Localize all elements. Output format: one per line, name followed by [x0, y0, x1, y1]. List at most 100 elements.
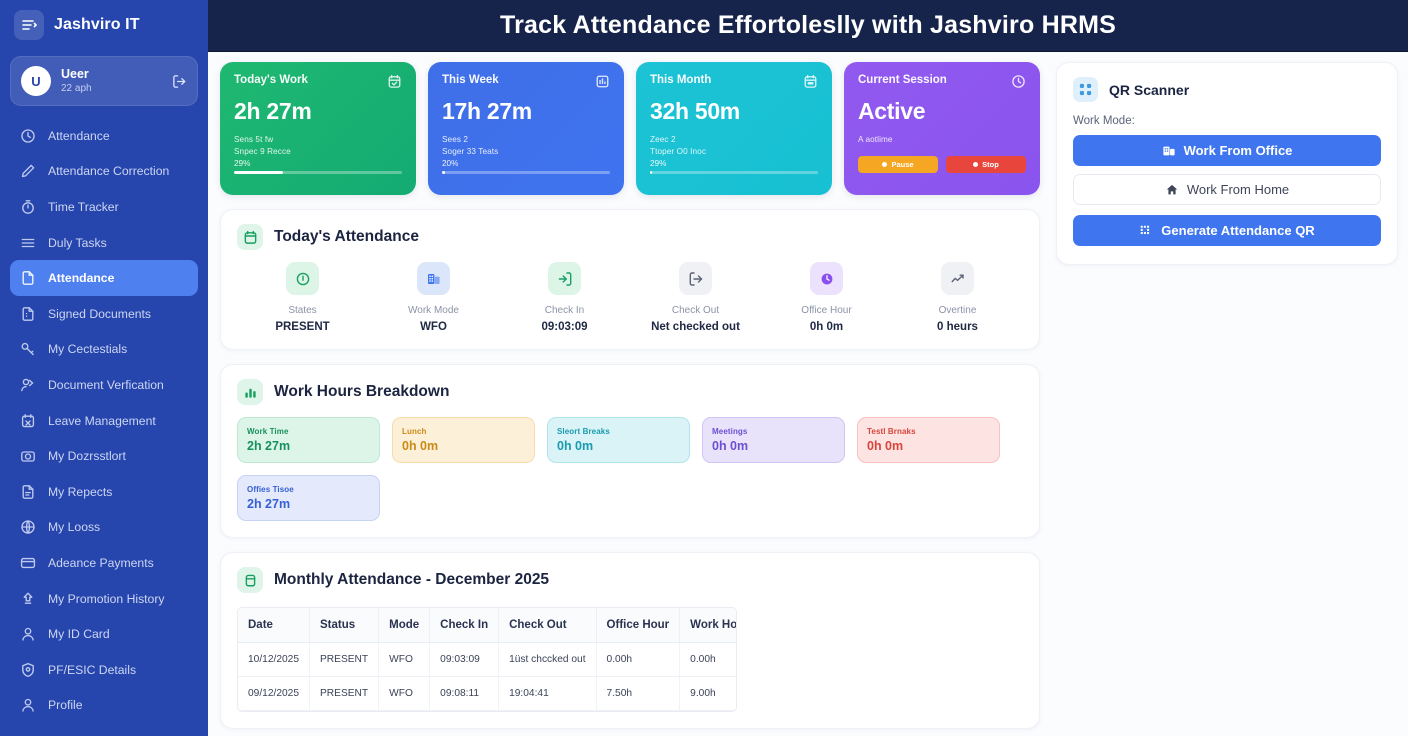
- status-dot-icon: [882, 161, 888, 167]
- sidebar-item-label: My Promotion History: [48, 591, 165, 606]
- sidebar-item-adeance-payments[interactable]: Adeance Payments: [10, 545, 198, 581]
- sidebar-item-label: Profile: [48, 698, 83, 713]
- work-hours-card-work-time: Work Time 2h 27m: [237, 417, 380, 463]
- stat-label: Today's Work: [234, 74, 308, 86]
- stat-card-this-week: This Week 17h 27m Sees 2 Soger 33 Teats 20%: [428, 62, 624, 195]
- login-icon: [548, 262, 581, 295]
- work-hours-value: 0h 0m: [867, 439, 904, 453]
- clock-icon: [1011, 74, 1026, 89]
- logout-icon: [679, 262, 712, 295]
- work-hours-panel: Work Hours Breakdown Work Time 2h 27m Lunc…: [220, 364, 1040, 538]
- sidebar-item-duly-tasks[interactable]: Duly Tasks: [10, 225, 198, 261]
- sidebar-header: Jashviro IT: [0, 0, 208, 48]
- work-hours-value: 2h 27m: [247, 439, 291, 453]
- sidebar-item-label: Activity Debuin: [48, 734, 129, 736]
- page-title: Track Attendance Effortoleslly with Jash…: [500, 11, 1116, 39]
- work-hours-value: 0h 0m: [402, 439, 439, 453]
- main-area: Track Attendance Effortoleslly with Jash…: [208, 0, 1408, 736]
- status-dot-icon: [973, 161, 979, 167]
- signed-doc-icon: [20, 306, 36, 322]
- sidebar-item-label: Time Tracker: [48, 199, 119, 214]
- column-header: Date: [238, 608, 310, 643]
- stat-subtext: Zeec 2 Ttoper O0 Inoc: [650, 134, 818, 157]
- table-cell: 10/12/2025: [238, 642, 310, 677]
- sidebar-item-leave-management[interactable]: Leave Management: [10, 403, 198, 439]
- sidebar-item-my-cectestials[interactable]: My Cectestials: [10, 332, 198, 368]
- panel-header: Today's Attendance: [237, 224, 1023, 250]
- attendance-table: Date Status Mode Check In Check Out Office Ho…: [238, 608, 736, 711]
- sidebar-item-pf-esic-details[interactable]: PF/ESIC Details: [10, 652, 198, 688]
- sidebar-item-activity-debuin[interactable]: Activity Debuin: [10, 723, 198, 736]
- sidebar-item-label: Leave Management: [48, 413, 156, 428]
- menu-icon[interactable]: [14, 10, 44, 40]
- sidebar-item-attendance[interactable]: Attendance: [10, 260, 198, 296]
- attendance-cell-check-out: Check Out Net checked out: [630, 262, 761, 333]
- sidebar-item-attendance-correction[interactable]: Attendance Correction: [10, 154, 198, 190]
- table-cell: 0.00h: [596, 642, 681, 677]
- panel-title: Today's Attendance: [274, 228, 419, 245]
- table-row: 09/12/2025 PRESENT WFO 09:08:11 19:04:41 7.50…: [238, 676, 736, 711]
- sidebar-item-label: Attendance: [48, 128, 110, 143]
- qr-title: QR Scanner: [1109, 81, 1190, 98]
- sidebar-item-my-dozrsstlort[interactable]: My Dozrsstlort: [10, 438, 198, 474]
- table-cell: 0.00h: [679, 642, 736, 677]
- calendar-icon: [237, 567, 263, 593]
- panel-header: Monthly Attendance - December 2025: [237, 567, 1023, 593]
- work-from-home-button[interactable]: Work From Home: [1073, 174, 1381, 205]
- logout-icon[interactable]: [172, 74, 187, 89]
- progress-bar: [650, 171, 818, 174]
- user-card[interactable]: U Ueer 22 aph: [10, 56, 198, 106]
- stat-sub-line2: Snpec 9 Recce: [234, 146, 291, 156]
- content-area: Today's Work 2h 27m Sens 5t fw Snpec 9 Recc…: [208, 52, 1408, 736]
- column-header: Check Out: [498, 608, 597, 643]
- table-header: Date Status Mode Check In Check Out Office Ho…: [238, 608, 736, 643]
- left-column: Today's Work 2h 27m Sens 5t fw Snpec 9 Recc…: [220, 62, 1040, 736]
- trend-up-icon: [941, 262, 974, 295]
- stat-card-today-s-work: Today's Work 2h 27m Sens 5t fw Snpec 9 Recc…: [220, 62, 416, 195]
- work-mode-label: Work Mode:: [1073, 115, 1135, 127]
- work-hours-value: 0h 0m: [557, 439, 594, 453]
- sidebar-item-profile[interactable]: Profile: [10, 688, 198, 724]
- attendance-cell-label: Office Hour: [801, 305, 852, 316]
- attendance-cell-check-in: Check In 09:03:09: [499, 262, 630, 333]
- table-cell: 09:03:09: [429, 642, 500, 677]
- column-header: Mode: [378, 608, 431, 643]
- office-icon: [1162, 144, 1176, 158]
- sidebar-item-my-repects[interactable]: My Repects: [10, 474, 198, 510]
- attendance-cell-states: States PRESENT: [237, 262, 368, 333]
- card-icon: [20, 555, 36, 571]
- monthly-attendance-panel: Monthly Attendance - December 2025 Date S…: [220, 552, 1040, 729]
- panel-header: Work Hours Breakdown: [237, 379, 1023, 405]
- sidebar-item-signed-documents[interactable]: Signed Documents: [10, 296, 198, 332]
- stat-sub-line1: Sees 2: [442, 135, 469, 144]
- attendance-cell-label: Overtine: [938, 305, 977, 316]
- sidebar-item-time-tracker[interactable]: Time Tracker: [10, 189, 198, 225]
- calendar-icon: [237, 224, 263, 250]
- work-hours-card-lunch: Lunch 0h 0m: [392, 417, 535, 463]
- session-pause-button[interactable]: Pause: [858, 155, 938, 173]
- stat-subtext: Sens 5t fw Snpec 9 Recce: [234, 134, 402, 157]
- sidebar-item-attendance[interactable]: Attendance: [10, 118, 198, 154]
- globe-icon: [20, 519, 36, 535]
- sidebar-item-my-promotion-history[interactable]: My Promotion History: [10, 581, 198, 617]
- sidebar-item-label: Document Verfication: [48, 377, 164, 392]
- work-from-office-button[interactable]: Work From Office: [1073, 135, 1381, 166]
- work-from-office-label: Work From Office: [1183, 143, 1293, 158]
- stat-percent: 20%: [442, 159, 459, 168]
- sidebar-item-my-looss[interactable]: My Looss: [10, 510, 198, 546]
- generate-attendance-qr-button[interactable]: Generate Attendance QR: [1073, 215, 1381, 246]
- qr-grid-icon: [1139, 224, 1153, 238]
- stat-label: This Month: [650, 74, 712, 86]
- table-body: 10/12/2025 PRESENT WFO 09:03:09 1üst chccked…: [238, 642, 736, 711]
- pencil-icon: [20, 163, 36, 179]
- attendance-cell-overtine: Overtine 0 heurs: [892, 262, 1023, 333]
- sidebar-item-document-verfication[interactable]: Document Verfication: [10, 367, 198, 403]
- calendar-check-icon: [387, 74, 402, 89]
- stat-value: 2h 27m: [234, 98, 312, 124]
- clock-icon: [20, 128, 36, 144]
- stat-sub-line1: Sens 5t fw: [234, 135, 274, 144]
- session-stop-button[interactable]: Stop: [946, 155, 1026, 173]
- sidebar-item-my-id-card[interactable]: My ID Card: [10, 616, 198, 652]
- user-subtitle: 22 aph: [61, 83, 92, 94]
- stat-percent: 29%: [650, 159, 667, 168]
